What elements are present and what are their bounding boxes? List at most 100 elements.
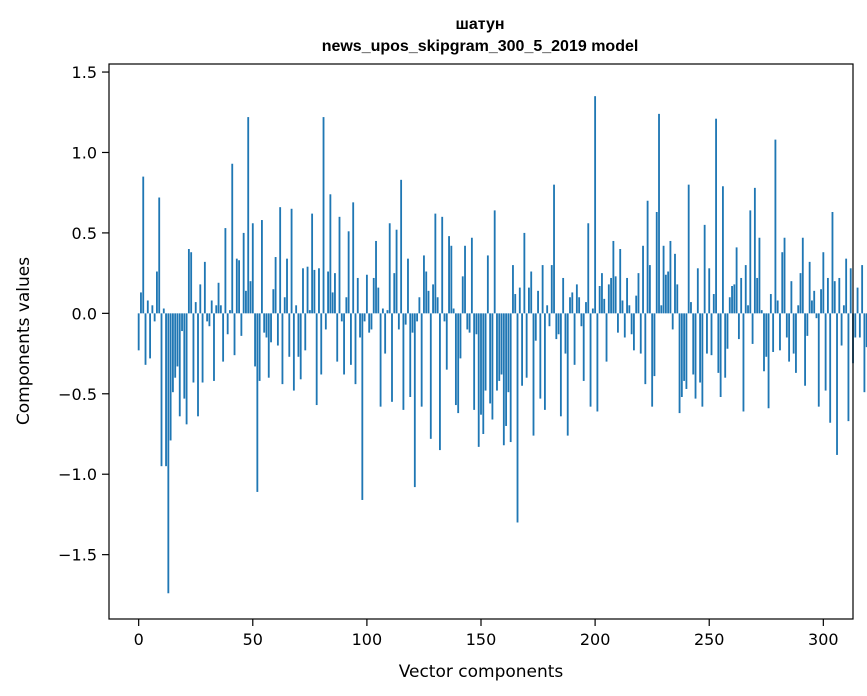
bar bbox=[352, 202, 355, 314]
chart-subtitle: news_upos_skipgram_300_5_2019 model bbox=[322, 38, 639, 55]
bar bbox=[279, 207, 282, 314]
bar bbox=[758, 237, 761, 314]
bar bbox=[391, 313, 393, 402]
bar bbox=[865, 313, 867, 348]
bar bbox=[507, 313, 510, 393]
bar bbox=[626, 277, 628, 314]
bar bbox=[774, 139, 777, 314]
bar bbox=[288, 313, 291, 357]
bar bbox=[514, 294, 517, 314]
bar bbox=[402, 313, 405, 410]
bar bbox=[585, 302, 587, 314]
bar bbox=[722, 186, 724, 314]
bar bbox=[151, 305, 154, 314]
bar bbox=[276, 313, 279, 346]
bar bbox=[788, 313, 791, 362]
bar bbox=[484, 313, 487, 391]
bar bbox=[286, 258, 288, 314]
bar bbox=[208, 313, 211, 327]
x-tick-label: 100 bbox=[352, 630, 383, 649]
y-axis-label: Components values bbox=[14, 257, 34, 425]
bar bbox=[407, 258, 409, 314]
bar bbox=[354, 313, 357, 385]
bar bbox=[646, 200, 649, 314]
bar bbox=[274, 257, 277, 314]
bar bbox=[493, 210, 496, 314]
bar bbox=[315, 313, 318, 406]
y-axis-ticks: −1.5 −1.0 −0.5 0.0 0.5 1.0 1.5 bbox=[58, 63, 109, 565]
bar bbox=[441, 216, 444, 314]
bar bbox=[140, 292, 142, 314]
bar bbox=[418, 297, 421, 314]
bar bbox=[329, 194, 332, 314]
bar bbox=[772, 313, 775, 352]
bar bbox=[149, 313, 151, 359]
bar bbox=[224, 228, 227, 314]
bar bbox=[826, 277, 829, 314]
y-tick-label: 0.0 bbox=[72, 304, 97, 323]
bar bbox=[470, 237, 473, 314]
bar bbox=[801, 237, 804, 314]
bar bbox=[340, 313, 343, 322]
bar bbox=[500, 313, 503, 375]
bar bbox=[630, 313, 633, 335]
bar bbox=[231, 163, 234, 314]
bar bbox=[719, 313, 722, 397]
bar bbox=[318, 268, 320, 314]
bar bbox=[429, 313, 432, 439]
bar bbox=[712, 294, 715, 314]
bar bbox=[566, 313, 569, 436]
bar bbox=[386, 310, 389, 314]
bar bbox=[521, 313, 523, 386]
bar bbox=[742, 313, 745, 412]
bar bbox=[388, 223, 391, 314]
bar bbox=[235, 258, 238, 314]
bar bbox=[660, 305, 663, 314]
bar bbox=[687, 184, 690, 314]
bar bbox=[423, 255, 425, 314]
bar bbox=[192, 313, 195, 383]
bar bbox=[450, 245, 453, 314]
bar bbox=[642, 245, 644, 314]
bar bbox=[146, 300, 149, 314]
bar bbox=[336, 313, 339, 362]
bar bbox=[706, 313, 708, 354]
bar bbox=[379, 313, 382, 407]
bar bbox=[477, 313, 480, 447]
bar bbox=[169, 313, 172, 441]
bar bbox=[160, 313, 163, 467]
bar bbox=[806, 313, 809, 336]
bar bbox=[270, 313, 272, 343]
bars-group bbox=[137, 96, 867, 594]
x-tick-label: 200 bbox=[580, 630, 611, 649]
bar bbox=[452, 308, 455, 314]
bar bbox=[178, 313, 181, 417]
bar bbox=[482, 313, 485, 434]
bar bbox=[194, 302, 197, 314]
bar bbox=[518, 287, 521, 314]
bar bbox=[144, 313, 147, 365]
bar bbox=[461, 276, 464, 314]
bar bbox=[457, 313, 460, 414]
bar bbox=[267, 313, 270, 378]
y-tick-label: −1.0 bbox=[58, 465, 97, 484]
chart-title: шатун bbox=[455, 16, 504, 33]
bar bbox=[804, 313, 806, 386]
bar bbox=[747, 305, 749, 314]
bar bbox=[356, 277, 359, 314]
bar bbox=[575, 284, 578, 314]
bar bbox=[662, 245, 665, 314]
bar bbox=[744, 265, 747, 314]
bar bbox=[633, 313, 635, 351]
bar bbox=[215, 305, 218, 314]
bar bbox=[448, 236, 450, 314]
bar bbox=[217, 282, 220, 314]
bar bbox=[603, 298, 606, 314]
bar bbox=[792, 313, 795, 354]
bar bbox=[359, 313, 361, 338]
bar bbox=[409, 313, 412, 397]
bar bbox=[420, 313, 423, 407]
bar bbox=[210, 300, 213, 314]
bar bbox=[790, 281, 793, 314]
